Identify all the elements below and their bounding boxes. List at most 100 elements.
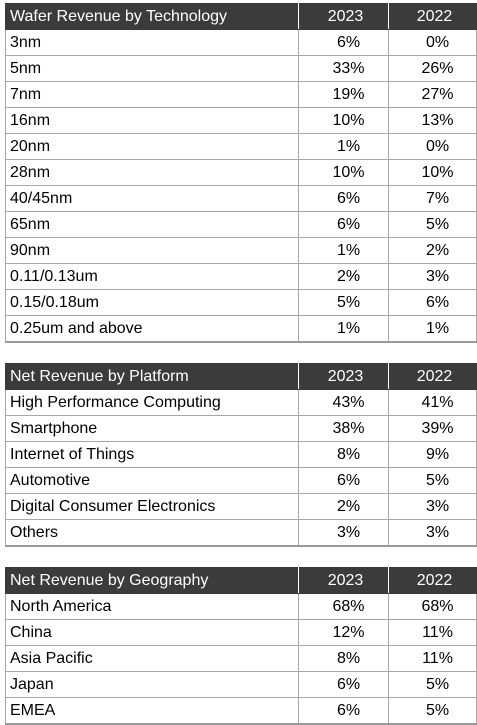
table-row: 3nm 6% 0% — [5, 29, 477, 56]
table-header-row: Net Revenue by Platform 2023 2022 — [5, 363, 477, 390]
value-cell-2022: 26% — [388, 55, 477, 82]
row-label: 90nm — [5, 237, 299, 264]
row-label: Internet of Things — [5, 441, 299, 468]
value-cell-2023: 8% — [298, 441, 389, 468]
value-cell-2022: 3% — [388, 493, 477, 520]
row-label: Automotive — [5, 467, 299, 494]
value-cell-2023: 2% — [298, 263, 389, 290]
value-cell-2023: 6% — [298, 211, 389, 238]
table-row: EMEA 6% 5% — [5, 697, 477, 725]
table-row: China 12% 11% — [5, 619, 477, 646]
table-row: Asia Pacific 8% 11% — [5, 645, 477, 672]
value-cell-2022: 9% — [388, 441, 477, 468]
table-header-row: Wafer Revenue by Technology 2023 2022 — [5, 3, 477, 30]
row-label: Japan — [5, 671, 299, 698]
table-row: 5nm 33% 26% — [5, 55, 477, 82]
row-label: Asia Pacific — [5, 645, 299, 672]
value-cell-2023: 12% — [298, 619, 389, 646]
column-header-2022: 2022 — [388, 567, 477, 594]
table-row: Automotive 6% 5% — [5, 467, 477, 494]
value-cell-2022: 6% — [388, 289, 477, 316]
value-cell-2022: 68% — [388, 593, 477, 620]
table-row: 40/45nm 6% 7% — [5, 185, 477, 212]
table-row: 7nm 19% 27% — [5, 81, 477, 108]
table-row: Japan 6% 5% — [5, 671, 477, 698]
table-header-row: Net Revenue by Geography 2023 2022 — [5, 567, 477, 594]
value-cell-2023: 2% — [298, 493, 389, 520]
row-label: 0.25um and above — [5, 315, 299, 343]
value-cell-2023: 38% — [298, 415, 389, 442]
table-row: Smartphone 38% 39% — [5, 415, 477, 442]
table-row: 90nm 1% 2% — [5, 237, 477, 264]
value-cell-2023: 1% — [298, 315, 389, 343]
table-row: 0.15/0.18um 5% 6% — [5, 289, 477, 316]
value-cell-2023: 6% — [298, 671, 389, 698]
table-title: Wafer Revenue by Technology — [5, 3, 299, 30]
value-cell-2022: 11% — [388, 645, 477, 672]
table-row: 0.25um and above 1% 1% — [5, 315, 477, 343]
value-cell-2023: 6% — [298, 29, 389, 56]
value-cell-2022: 39% — [388, 415, 477, 442]
value-cell-2023: 6% — [298, 185, 389, 212]
column-header-2023: 2023 — [298, 567, 389, 594]
revenue-tables: Wafer Revenue by Technology 2023 2022 3nm 6%… — [5, 3, 477, 725]
value-cell-2023: 1% — [298, 133, 389, 160]
row-label: Smartphone — [5, 415, 299, 442]
row-label: 40/45nm — [5, 185, 299, 212]
value-cell-2022: 1% — [388, 315, 477, 343]
table-row: High Performance Computing 43% 41% — [5, 389, 477, 416]
row-label: Digital Consumer Electronics — [5, 493, 299, 520]
table-row: 20nm 1% 0% — [5, 133, 477, 160]
value-cell-2022: 5% — [388, 211, 477, 238]
row-label: 0.15/0.18um — [5, 289, 299, 316]
column-header-2022: 2022 — [388, 3, 477, 30]
value-cell-2022: 3% — [388, 519, 477, 547]
table-row: Digital Consumer Electronics 2% 3% — [5, 493, 477, 520]
row-label: EMEA — [5, 697, 299, 725]
value-cell-2022: 10% — [388, 159, 477, 186]
table-row: Internet of Things 8% 9% — [5, 441, 477, 468]
value-cell-2022: 2% — [388, 237, 477, 264]
column-header-2022: 2022 — [388, 363, 477, 390]
row-label: North America — [5, 593, 299, 620]
row-label: High Performance Computing — [5, 389, 299, 416]
value-cell-2023: 10% — [298, 107, 389, 134]
value-cell-2022: 7% — [388, 185, 477, 212]
value-cell-2023: 3% — [298, 519, 389, 547]
row-label: 0.11/0.13um — [5, 263, 299, 290]
row-label: 3nm — [5, 29, 299, 56]
value-cell-2023: 33% — [298, 55, 389, 82]
row-label: Others — [5, 519, 299, 547]
table-row: 28nm 10% 10% — [5, 159, 477, 186]
value-cell-2022: 41% — [388, 389, 477, 416]
value-cell-2023: 1% — [298, 237, 389, 264]
value-cell-2023: 19% — [298, 81, 389, 108]
value-cell-2022: 27% — [388, 81, 477, 108]
row-label: China — [5, 619, 299, 646]
net-revenue-by-geography-table: Net Revenue by Geography 2023 2022 North Am… — [5, 567, 477, 725]
row-label: 20nm — [5, 133, 299, 160]
table-row: North America 68% 68% — [5, 593, 477, 620]
row-label: 5nm — [5, 55, 299, 82]
net-revenue-by-platform-table: Net Revenue by Platform 2023 2022 High Perf… — [5, 363, 477, 547]
table-row: 0.11/0.13um 2% 3% — [5, 263, 477, 290]
value-cell-2022: 13% — [388, 107, 477, 134]
value-cell-2022: 3% — [388, 263, 477, 290]
row-label: 28nm — [5, 159, 299, 186]
value-cell-2023: 5% — [298, 289, 389, 316]
value-cell-2022: 11% — [388, 619, 477, 646]
value-cell-2022: 5% — [388, 697, 477, 725]
value-cell-2023: 43% — [298, 389, 389, 416]
wafer-revenue-by-technology-table: Wafer Revenue by Technology 2023 2022 3nm 6%… — [5, 3, 477, 343]
value-cell-2023: 68% — [298, 593, 389, 620]
value-cell-2022: 0% — [388, 29, 477, 56]
table-row: 16nm 10% 13% — [5, 107, 477, 134]
column-header-2023: 2023 — [298, 363, 389, 390]
value-cell-2022: 5% — [388, 467, 477, 494]
table-title: Net Revenue by Geography — [5, 567, 299, 594]
row-label: 65nm — [5, 211, 299, 238]
value-cell-2022: 5% — [388, 671, 477, 698]
value-cell-2023: 6% — [298, 697, 389, 725]
row-label: 7nm — [5, 81, 299, 108]
table-row: Others 3% 3% — [5, 519, 477, 547]
